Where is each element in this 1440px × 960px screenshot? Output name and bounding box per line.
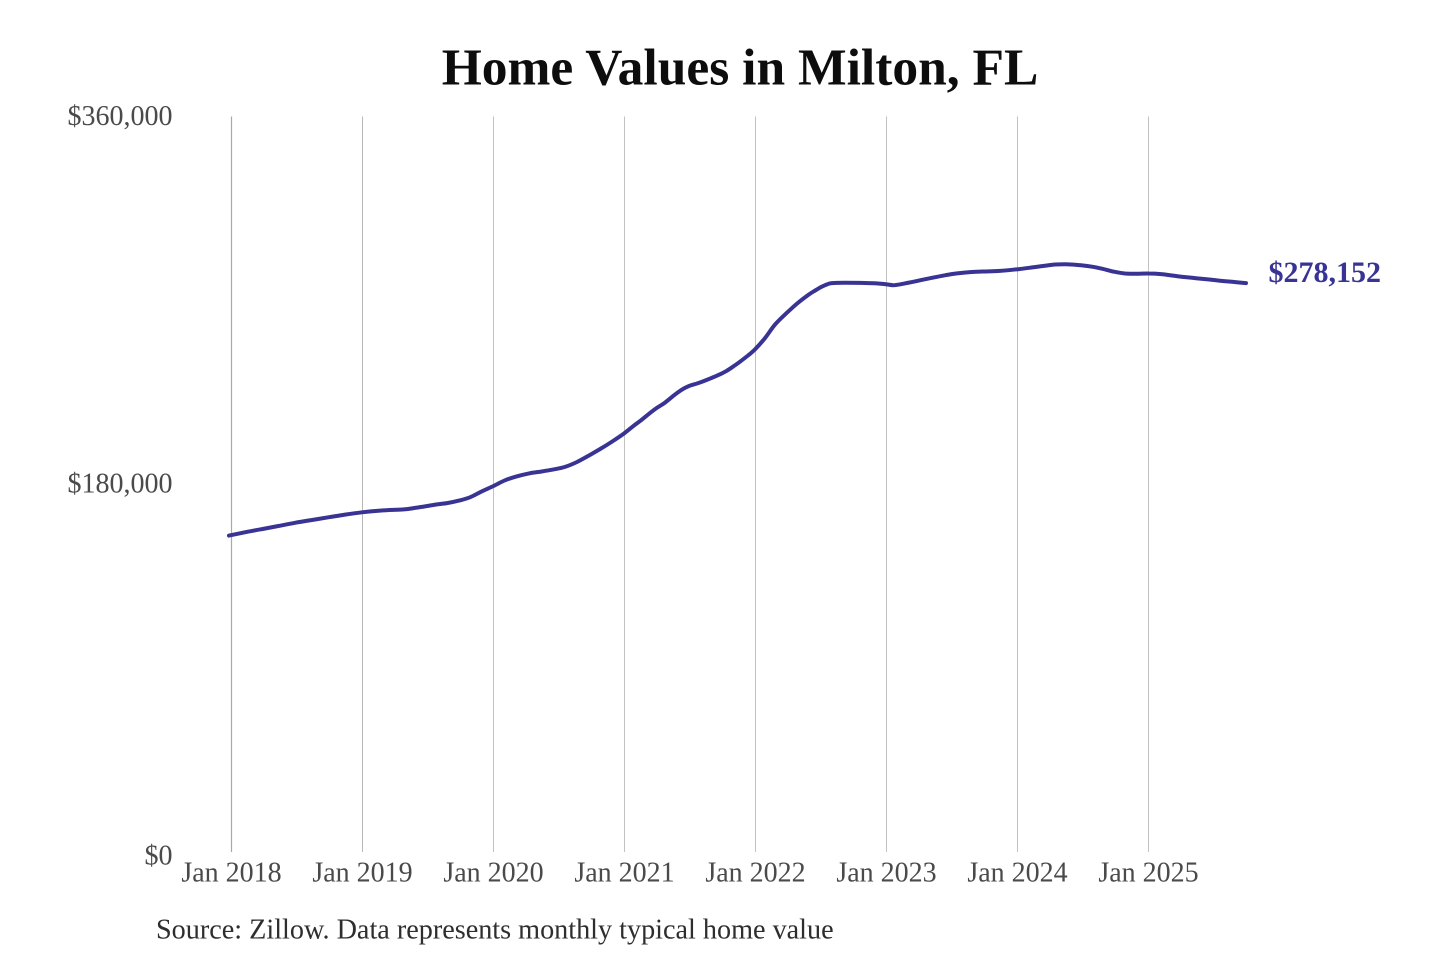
svg-text:Jan 2018: Jan 2018 (181, 858, 281, 889)
svg-text:$360,000: $360,000 (68, 101, 173, 132)
svg-text:Jan 2020: Jan 2020 (443, 858, 543, 889)
svg-text:Home Values in Milton, FL: Home Values in Milton, FL (442, 39, 1039, 96)
svg-text:Jan 2019: Jan 2019 (312, 858, 412, 889)
svg-text:Source: Zillow. Data represent: Source: Zillow. Data represents monthly … (156, 914, 834, 945)
svg-text:$0: $0 (145, 840, 173, 871)
svg-text:Jan 2023: Jan 2023 (836, 858, 936, 889)
svg-text:Jan 2025: Jan 2025 (1098, 858, 1198, 889)
svg-text:$180,000: $180,000 (68, 469, 173, 500)
svg-text:Jan 2022: Jan 2022 (705, 858, 805, 889)
svg-text:Jan 2024: Jan 2024 (967, 858, 1067, 889)
svg-text:$278,152: $278,152 (1269, 256, 1382, 289)
svg-text:Jan 2021: Jan 2021 (574, 858, 674, 889)
